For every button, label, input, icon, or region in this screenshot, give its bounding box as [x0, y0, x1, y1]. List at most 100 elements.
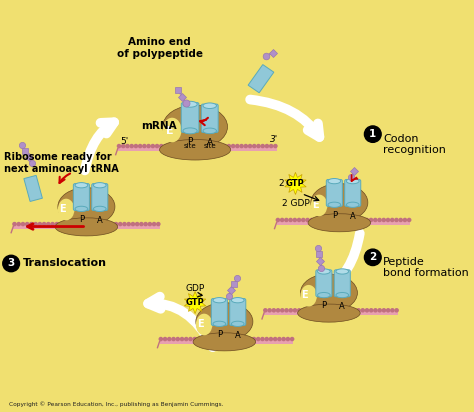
Circle shape — [101, 222, 106, 226]
Circle shape — [394, 308, 399, 313]
Text: GTP: GTP — [186, 298, 204, 307]
Ellipse shape — [75, 183, 88, 188]
Circle shape — [121, 144, 126, 148]
Circle shape — [117, 144, 121, 148]
Circle shape — [12, 222, 17, 226]
Circle shape — [335, 308, 340, 313]
Ellipse shape — [163, 105, 228, 148]
Circle shape — [318, 218, 322, 222]
FancyBboxPatch shape — [73, 184, 90, 211]
Circle shape — [192, 337, 197, 341]
FancyBboxPatch shape — [211, 299, 228, 325]
Circle shape — [163, 144, 168, 148]
Ellipse shape — [93, 206, 106, 211]
Circle shape — [263, 308, 268, 313]
Bar — [118, 146, 277, 151]
Circle shape — [76, 222, 80, 226]
Text: 5': 5' — [120, 137, 128, 145]
Ellipse shape — [318, 269, 330, 274]
Circle shape — [267, 308, 272, 313]
Circle shape — [356, 218, 361, 222]
Circle shape — [327, 308, 331, 313]
Circle shape — [360, 218, 365, 222]
Ellipse shape — [308, 214, 371, 232]
Circle shape — [288, 218, 293, 222]
Text: E: E — [197, 319, 203, 329]
Circle shape — [394, 218, 399, 222]
Circle shape — [33, 222, 38, 226]
Ellipse shape — [346, 202, 359, 207]
Circle shape — [390, 218, 394, 222]
Text: Peptide
bond formation: Peptide bond formation — [383, 257, 469, 279]
Circle shape — [50, 222, 55, 226]
Circle shape — [84, 222, 89, 226]
Circle shape — [197, 144, 201, 148]
Circle shape — [218, 337, 222, 341]
Circle shape — [158, 337, 163, 341]
Circle shape — [125, 144, 130, 148]
Circle shape — [97, 222, 101, 226]
Circle shape — [365, 126, 381, 143]
Circle shape — [201, 144, 206, 148]
Circle shape — [280, 218, 284, 222]
Circle shape — [243, 337, 248, 341]
Ellipse shape — [196, 314, 212, 335]
Circle shape — [105, 222, 110, 226]
Text: A: A — [235, 331, 241, 340]
Circle shape — [314, 308, 319, 313]
Circle shape — [142, 144, 146, 148]
Circle shape — [382, 218, 386, 222]
Text: Amino end
of polypeptide: Amino end of polypeptide — [117, 37, 202, 59]
Circle shape — [201, 337, 205, 341]
Ellipse shape — [231, 321, 244, 326]
Ellipse shape — [183, 101, 197, 107]
Text: E: E — [166, 126, 174, 136]
Circle shape — [29, 222, 34, 226]
Circle shape — [264, 337, 269, 341]
FancyBboxPatch shape — [345, 180, 361, 206]
Circle shape — [138, 144, 143, 148]
Circle shape — [55, 222, 59, 226]
Ellipse shape — [58, 188, 115, 226]
Circle shape — [134, 144, 138, 148]
Ellipse shape — [160, 140, 231, 160]
Ellipse shape — [58, 199, 74, 220]
Circle shape — [247, 337, 252, 341]
Circle shape — [147, 222, 152, 226]
Text: P: P — [217, 330, 222, 339]
Circle shape — [146, 144, 151, 148]
Circle shape — [59, 222, 64, 226]
Circle shape — [335, 218, 339, 222]
Ellipse shape — [328, 202, 341, 207]
Circle shape — [227, 144, 231, 148]
Circle shape — [159, 144, 164, 148]
Circle shape — [189, 144, 193, 148]
Circle shape — [382, 308, 386, 313]
Circle shape — [272, 308, 276, 313]
Text: 1: 1 — [369, 129, 376, 139]
Bar — [160, 339, 293, 344]
Circle shape — [356, 308, 361, 313]
Circle shape — [269, 337, 273, 341]
FancyBboxPatch shape — [92, 184, 108, 211]
Text: A: A — [207, 138, 213, 147]
Circle shape — [269, 144, 273, 148]
Text: 3: 3 — [8, 258, 15, 269]
Bar — [264, 310, 398, 315]
Circle shape — [92, 222, 97, 226]
Text: 2 GDP: 2 GDP — [282, 199, 310, 208]
Circle shape — [230, 337, 235, 341]
Circle shape — [129, 144, 134, 148]
Text: GTP: GTP — [286, 179, 305, 188]
Circle shape — [37, 222, 42, 226]
Circle shape — [398, 218, 403, 222]
Circle shape — [297, 308, 301, 313]
FancyBboxPatch shape — [201, 104, 218, 133]
Circle shape — [273, 144, 278, 148]
Circle shape — [365, 308, 369, 313]
Circle shape — [310, 308, 314, 313]
Circle shape — [348, 308, 352, 313]
Circle shape — [377, 308, 382, 313]
Circle shape — [235, 144, 240, 148]
Circle shape — [252, 337, 256, 341]
